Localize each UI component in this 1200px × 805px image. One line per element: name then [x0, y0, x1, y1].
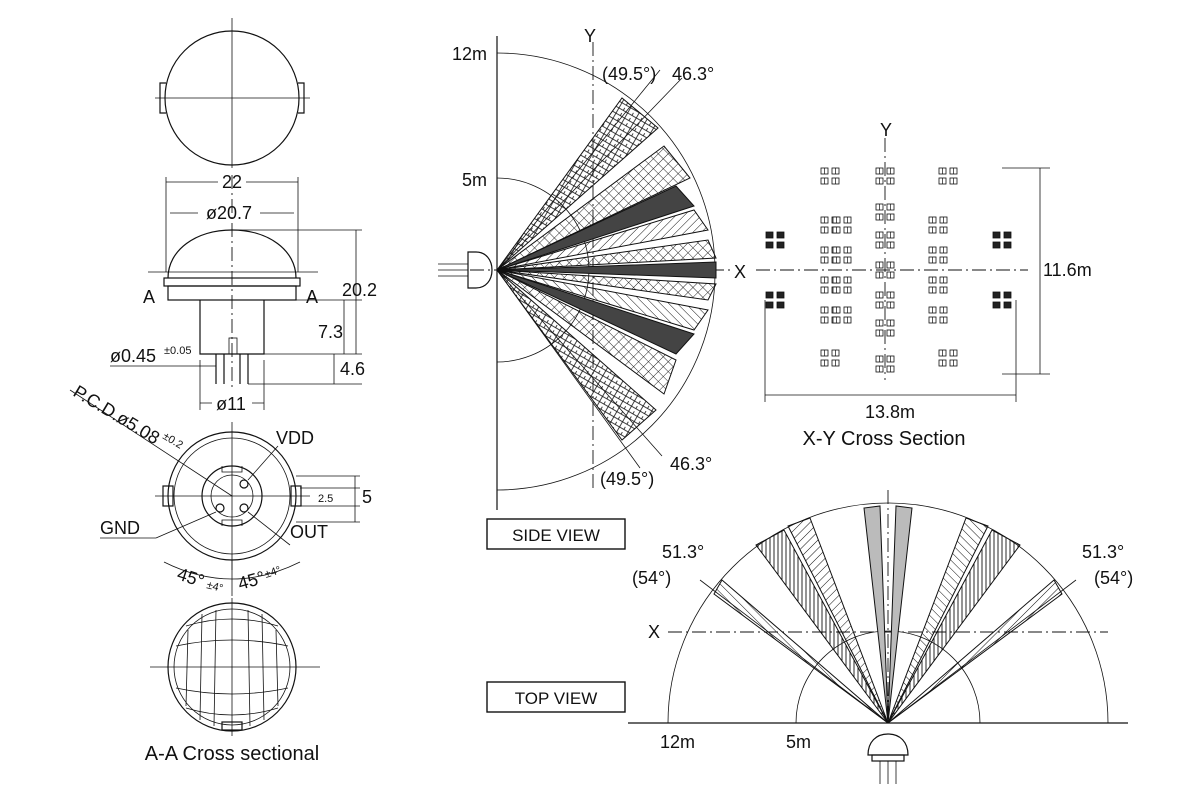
dim-pin-length: 4.6 — [340, 359, 365, 379]
dim-tab-offset: 5 — [362, 487, 372, 507]
xy-zone-block — [875, 167, 895, 185]
side-view-title-box — [486, 518, 626, 550]
dim-body-height: 7.3 — [318, 322, 343, 342]
xy-zone-block — [820, 167, 840, 185]
xy-zone-block — [820, 349, 840, 367]
section-mark-left: A — [143, 287, 155, 307]
pin-gnd-label: GND — [100, 518, 140, 538]
side-range-far: 12m — [452, 44, 487, 64]
side-angle-bottom-paren: (49.5°) — [600, 469, 654, 489]
top-angle-right: 51.3° — [1082, 542, 1124, 562]
xy-zone-block — [875, 355, 895, 373]
xy-zone-block — [832, 246, 852, 264]
top-view-title: TOP VIEW — [515, 689, 598, 708]
xy-zone-block — [765, 231, 785, 249]
xy-zone-block — [992, 291, 1012, 309]
side-detection-zones — [496, 97, 717, 441]
side-angle-top: 46.3° — [672, 64, 714, 84]
dim-pin-tolerance: ±0.05 — [164, 345, 191, 357]
xy-zone-block — [875, 291, 895, 309]
sensor-top-view — [155, 18, 310, 168]
angle-right-tol: ±4° — [263, 564, 282, 581]
dim-height: 20.2 — [342, 280, 377, 300]
sensor-front-view: 22 ø20.7 A A 20.2 7.3 4.6 ø0.45 ± — [110, 172, 377, 414]
pin-vdd-label: VDD — [276, 428, 314, 448]
xy-zone-block — [875, 261, 895, 279]
pcd-tolerance: ±0.2 — [160, 430, 184, 451]
dim-base-diameter: ø11 — [216, 394, 246, 414]
xy-zone-block — [875, 319, 895, 337]
fresnel-lens-section: A-A Cross sectional — [145, 598, 320, 765]
top-range-far: 12m — [660, 732, 695, 752]
xy-zone-block — [992, 231, 1012, 249]
xy-detection-zones — [765, 167, 1012, 373]
pin-out-label: OUT — [290, 522, 328, 542]
dim-lens-diameter: ø20.7 — [206, 203, 252, 223]
top-range-near: 5m — [786, 732, 811, 752]
side-axis-x: X — [734, 262, 746, 282]
xy-zone-block — [928, 246, 948, 264]
xy-zone-block — [875, 203, 895, 221]
xy-zone-block — [765, 291, 785, 309]
top-angle-right-paren: (54°) — [1094, 568, 1133, 588]
xy-zone-block — [928, 306, 948, 324]
xy-zone-block — [875, 231, 895, 249]
pcd-label: P.C.D.ø5.08 — [70, 381, 163, 448]
xy-zone-block — [832, 216, 852, 234]
xy-zone-block — [832, 276, 852, 294]
dim-tab-width: 2.5 — [318, 493, 333, 505]
side-view: 12m 5m Y X (49.5°) 46.3° 46.3° (49.5°) S… — [438, 26, 746, 550]
angle-left: 45° — [175, 564, 207, 591]
dim-pin-diameter: ø0.45 — [110, 346, 156, 366]
top-axis-x: X — [648, 622, 660, 642]
side-view-title: SIDE VIEW — [512, 526, 600, 545]
xy-zone-block — [928, 276, 948, 294]
top-view: X 51.3° (54°) 51.3° (54°) 12m 5m TOP VIE… — [486, 490, 1133, 784]
side-angle-top-paren: (49.5°) — [602, 64, 656, 84]
top-angle-left: 51.3° — [662, 542, 704, 562]
xy-cross-section: 11.6m 13.8m Y X-Y Cross Section — [756, 120, 1092, 450]
side-range-near: 5m — [462, 170, 487, 190]
xy-zone-block — [938, 167, 958, 185]
side-angle-bottom: 46.3° — [670, 454, 712, 474]
angle-right: 45° — [236, 567, 268, 594]
section-mark-right: A — [306, 287, 318, 307]
section-title: A-A Cross sectional — [145, 743, 320, 765]
xy-zone-block — [832, 306, 852, 324]
top-view-title-box — [486, 681, 626, 713]
xy-height: 11.6m — [1043, 260, 1092, 280]
xy-zone-block — [938, 349, 958, 367]
top-detection-zones — [713, 505, 1063, 724]
side-axis-y: Y — [584, 26, 596, 46]
xy-width: 13.8m — [865, 402, 915, 422]
top-angle-left-paren: (54°) — [632, 568, 671, 588]
xy-axis-y: Y — [880, 120, 892, 140]
xy-zone-block — [928, 216, 948, 234]
angle-left-tol: ±4° — [205, 579, 224, 595]
xy-title: X-Y Cross Section — [802, 428, 965, 450]
